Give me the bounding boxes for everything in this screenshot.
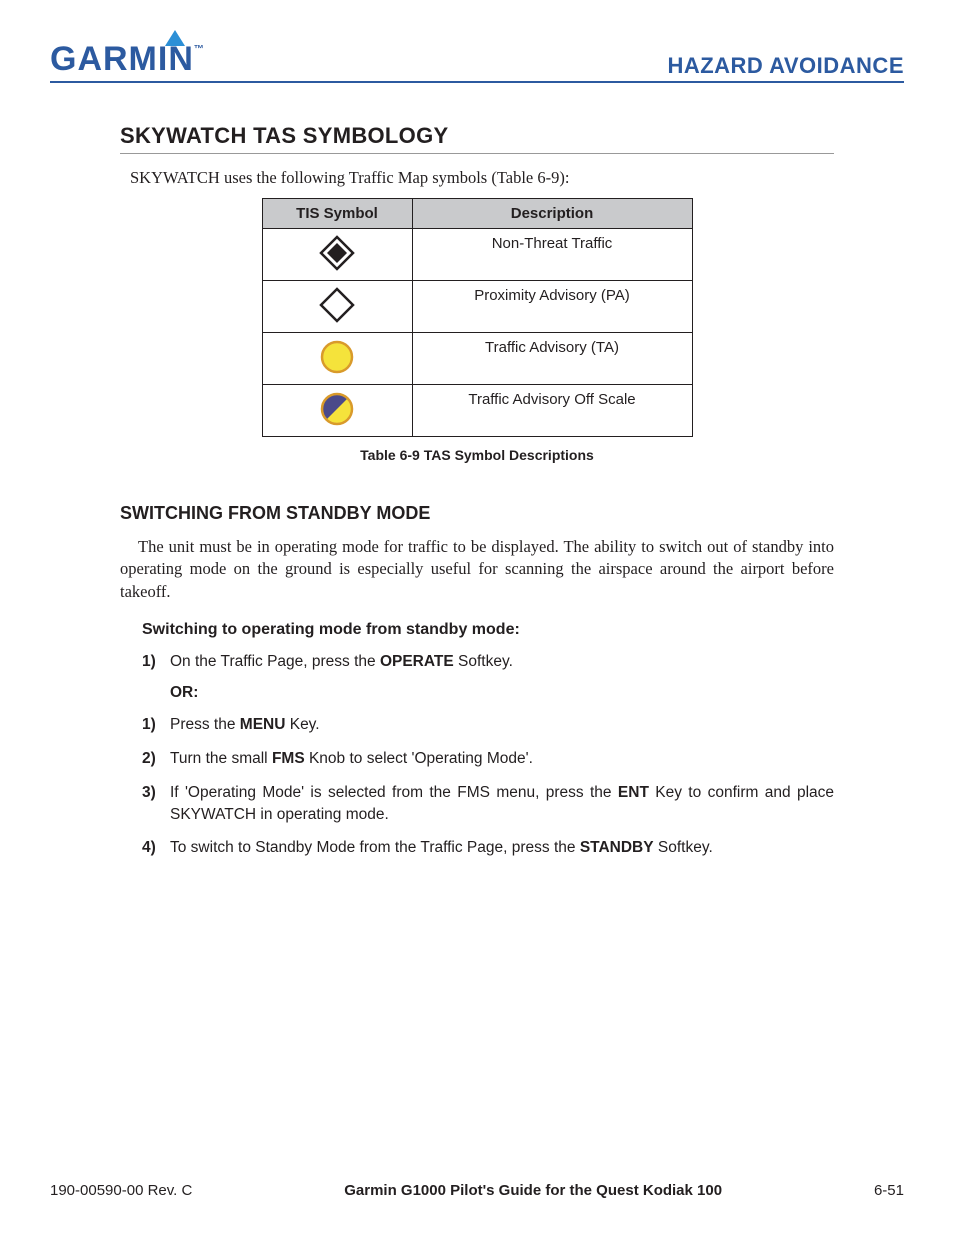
brand-logo: GARMIN™: [50, 30, 205, 79]
table-row: Non-Threat Traffic: [262, 229, 692, 281]
intro-text: SKYWATCH uses the following Traffic Map …: [130, 168, 834, 188]
list-item: 1) Press the MENU Key.: [142, 714, 834, 736]
symbol-proximity-icon: [262, 281, 412, 333]
symbol-ta-icon: [262, 333, 412, 385]
list-item: 4) To switch to Standby Mode from the Tr…: [142, 837, 834, 859]
page-number: 6-51: [874, 1182, 904, 1199]
symbol-desc: Proximity Advisory (PA): [412, 281, 692, 333]
table-caption: Table 6-9 TAS Symbol Descriptions: [120, 447, 834, 463]
guide-title: Garmin G1000 Pilot's Guide for the Quest…: [344, 1182, 722, 1199]
symbol-desc: Traffic Advisory Off Scale: [412, 385, 692, 437]
steps-list-a: 1) On the Traffic Page, press the OPERAT…: [142, 651, 834, 673]
step-text: Turn the small FMS Knob to select 'Opera…: [170, 748, 834, 770]
step-text: On the Traffic Page, press the OPERATE S…: [170, 651, 834, 673]
step-text: Press the MENU Key.: [170, 714, 834, 736]
list-item: 3) If 'Operating Mode' is selected from …: [142, 782, 834, 825]
symbol-non-threat-icon: [262, 229, 412, 281]
symbol-table: TIS Symbol Description Non-Threat Traffi…: [262, 198, 693, 437]
step-text: To switch to Standby Mode from the Traff…: [170, 837, 834, 859]
steps-list-b: 1) Press the MENU Key. 2) Turn the small…: [142, 714, 834, 858]
table-row: Traffic Advisory (TA): [262, 333, 692, 385]
subsection-heading: SWITCHING FROM STANDBY MODE: [120, 503, 834, 524]
table-header-desc: Description: [412, 199, 692, 229]
procedure-title: Switching to operating mode from standby…: [142, 621, 834, 639]
section-label: HAZARD AVOIDANCE: [667, 53, 904, 79]
subsection-body: The unit must be in operating mode for t…: [120, 536, 834, 603]
or-separator: OR:: [170, 684, 834, 702]
list-item: 2) Turn the small FMS Knob to select 'Op…: [142, 748, 834, 770]
page-footer: 190-00590-00 Rev. C Garmin G1000 Pilot's…: [50, 1182, 904, 1199]
doc-number: 190-00590-00 Rev. C: [50, 1182, 192, 1199]
table-header-symbol: TIS Symbol: [262, 199, 412, 229]
symbol-desc: Traffic Advisory (TA): [412, 333, 692, 385]
step-text: If 'Operating Mode' is selected from the…: [170, 782, 834, 825]
symbol-desc: Non-Threat Traffic: [412, 229, 692, 281]
table-row: Traffic Advisory Off Scale: [262, 385, 692, 437]
page-header: GARMIN™ HAZARD AVOIDANCE: [50, 30, 904, 83]
table-row: Proximity Advisory (PA): [262, 281, 692, 333]
symbol-ta-offscale-icon: [262, 385, 412, 437]
page-title: SKYWATCH TAS SYMBOLOGY: [120, 123, 834, 154]
list-item: 1) On the Traffic Page, press the OPERAT…: [142, 651, 834, 673]
page-content: SKYWATCH TAS SYMBOLOGY SKYWATCH uses the…: [50, 123, 904, 859]
brand-text: GARMIN™: [50, 40, 205, 79]
